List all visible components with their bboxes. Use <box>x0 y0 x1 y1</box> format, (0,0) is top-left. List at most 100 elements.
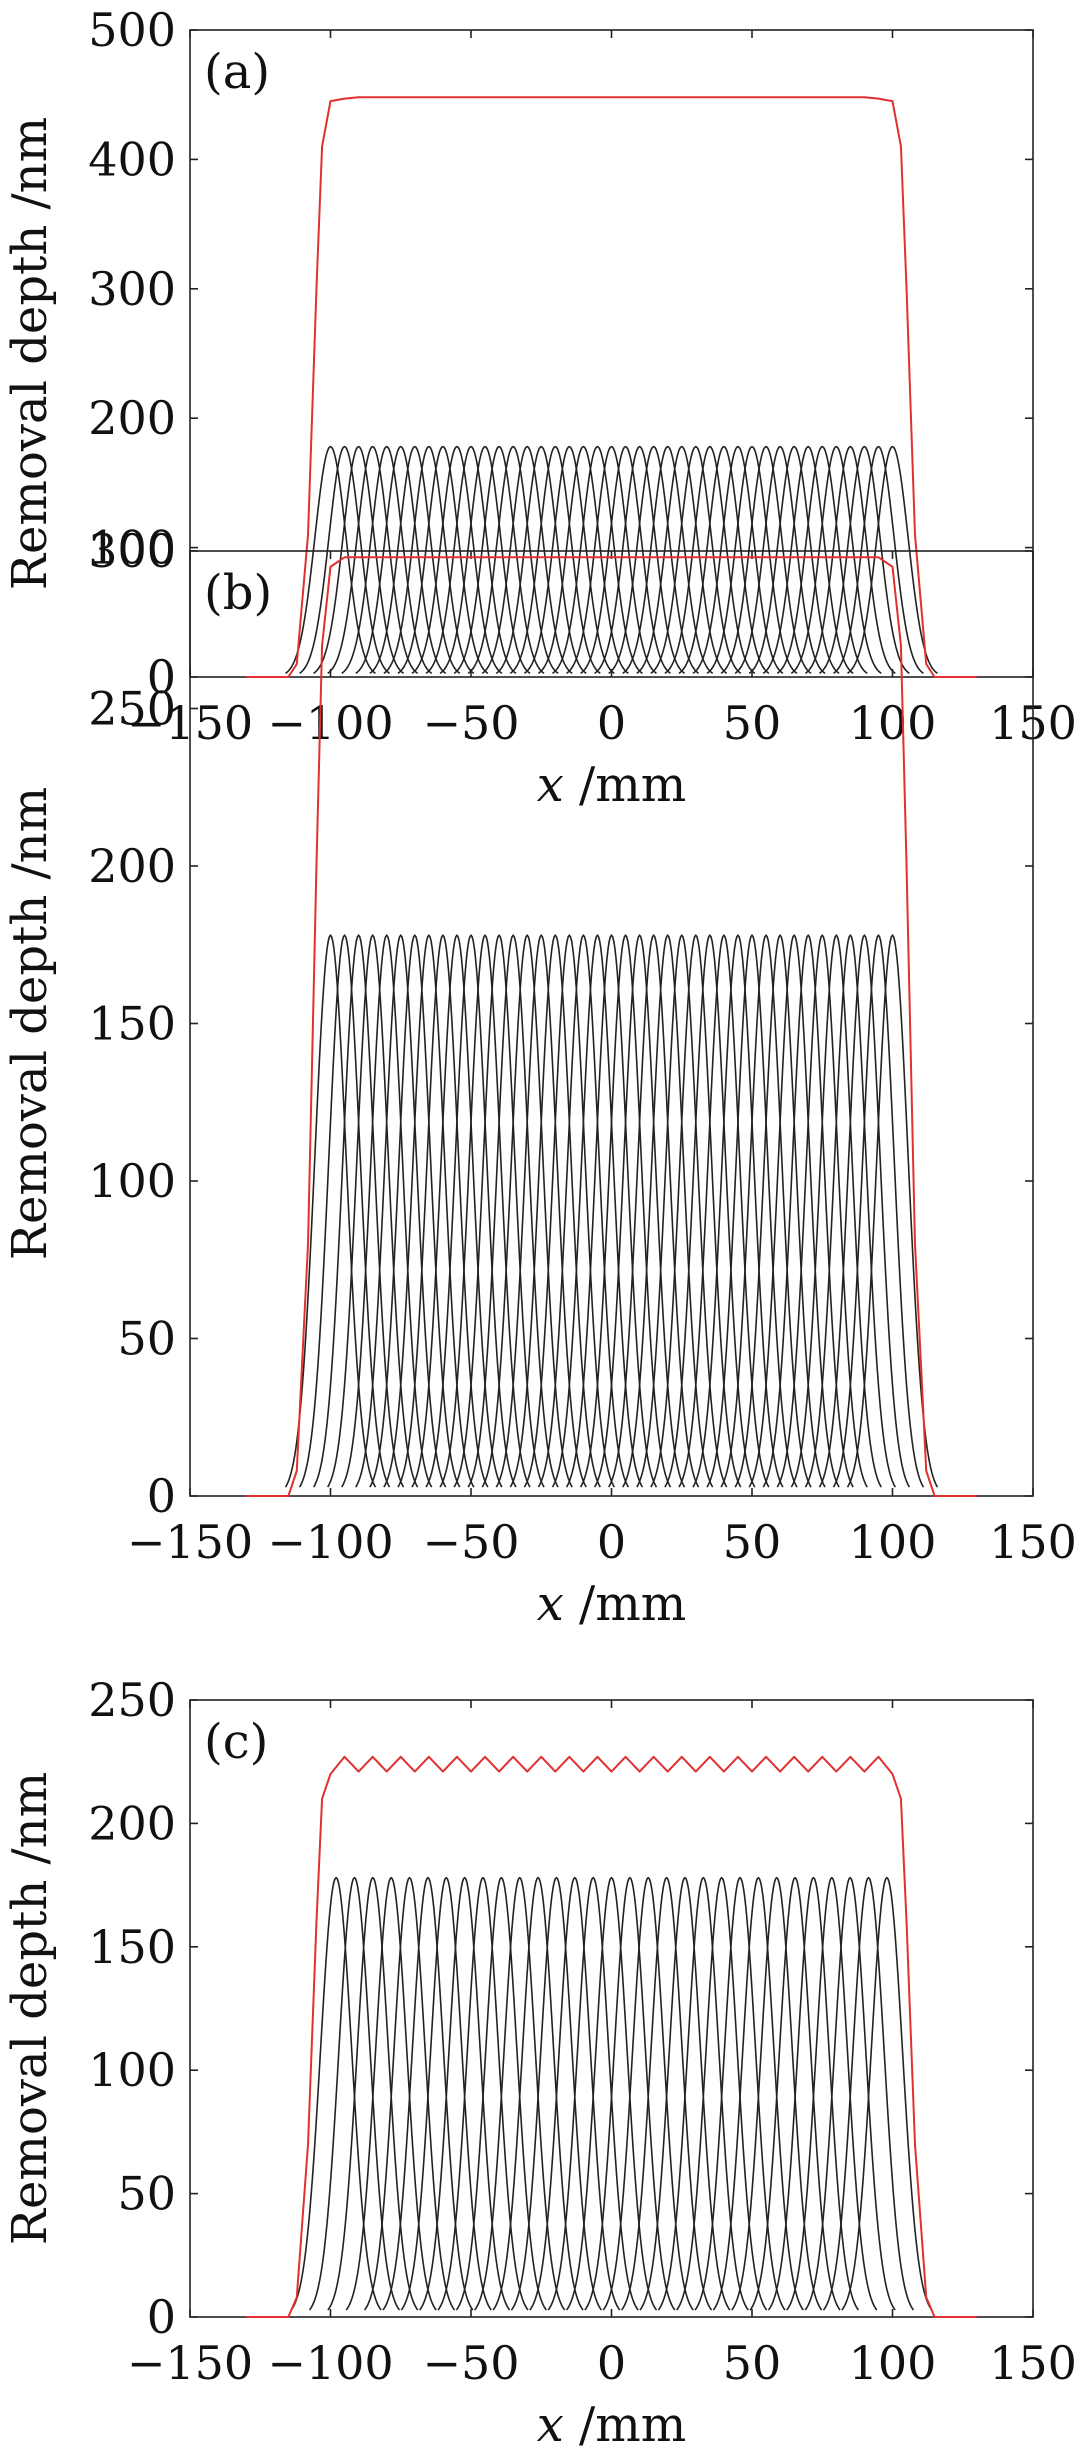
removal-function-b-17 <box>523 933 616 1488</box>
xtick-label-a-5: 100 <box>849 696 937 750</box>
removal-function-a-14 <box>481 445 573 675</box>
xaxis-label-a: x /mm <box>537 757 687 813</box>
removal-function-c-18 <box>620 1876 713 2311</box>
removal-function-b-13 <box>467 933 559 1488</box>
removal-function-c-27 <box>786 1876 878 2311</box>
removal-function-b-16 <box>509 933 601 1488</box>
removal-function-b-7 <box>383 933 475 1488</box>
removal-function-a-9 <box>411 445 503 675</box>
yaxis-label-c: Removal depth /nm <box>2 1772 58 2245</box>
removal-function-a-5 <box>355 445 447 675</box>
removal-function-b-34 <box>762 933 854 1488</box>
xtick-label-c-5: 100 <box>849 2336 937 2390</box>
removal-function-b-9 <box>411 933 503 1488</box>
removal-function-b-31 <box>720 933 812 1488</box>
xtick-label-c-3: 0 <box>597 2336 626 2390</box>
removal-function-c-23 <box>712 1876 804 2311</box>
ytick-label-b-4: 200 <box>88 839 176 893</box>
xtick-label-a-3: 0 <box>597 696 626 750</box>
removal-function-c-28 <box>804 1876 896 2311</box>
removal-function-b-3 <box>326 933 419 1488</box>
plot-frame-a <box>189 29 1034 678</box>
xtick-label-c-0: −150 <box>127 2336 253 2390</box>
removal-function-b-37 <box>804 933 897 1488</box>
xtick-label-b-4: 50 <box>723 1515 782 1569</box>
xaxis-label-c: x /mm <box>537 2397 687 2453</box>
removal-function-a-26 <box>650 445 742 675</box>
removal-function-a-23 <box>608 445 700 675</box>
removal-function-b-6 <box>369 933 461 1488</box>
removal-function-c-21 <box>676 1876 768 2311</box>
removal-function-c-7 <box>419 1876 511 2311</box>
panel-label-c: (c) <box>204 1714 268 1770</box>
removal-function-c-19 <box>639 1876 731 2311</box>
xtick-label-b-6: 150 <box>989 1515 1077 1569</box>
removal-function-b-33 <box>748 933 840 1488</box>
removal-function-b-15 <box>495 933 587 1488</box>
xtick-label-b-1: −100 <box>267 1515 393 1569</box>
total-removal-line-b <box>246 556 977 1497</box>
removal-function-c-25 <box>749 1876 841 2311</box>
removal-function-c-14 <box>547 1876 639 2311</box>
removal-function-c-29 <box>822 1876 915 2311</box>
removal-function-a-11 <box>439 445 531 675</box>
xtick-label-b-2: −50 <box>422 1515 519 1569</box>
removal-function-a-0 <box>285 445 376 675</box>
ytick-label-a-3: 300 <box>88 262 176 316</box>
removal-function-a-24 <box>622 445 714 675</box>
xtick-label-b-0: −150 <box>127 1515 253 1569</box>
removal-function-b-11 <box>439 933 531 1488</box>
ytick-label-a-4: 400 <box>88 132 176 186</box>
removal-function-a-7 <box>383 445 475 675</box>
xtick-label-a-4: 50 <box>723 696 782 750</box>
removal-function-a-12 <box>453 445 545 675</box>
removal-function-a-10 <box>425 445 517 675</box>
xtick-label-b-3: 0 <box>597 1515 626 1569</box>
removal-function-b-10 <box>425 933 517 1488</box>
removal-function-a-35 <box>776 445 868 675</box>
removal-function-a-32 <box>734 445 826 675</box>
removal-function-b-19 <box>551 933 644 1488</box>
removal-function-c-15 <box>565 1876 658 2311</box>
removal-function-a-4 <box>341 445 433 675</box>
xtick-label-b-5: 100 <box>849 1515 937 1569</box>
removal-function-b-27 <box>664 933 756 1488</box>
removal-function-a-19 <box>552 445 643 675</box>
removal-function-c-0 <box>290 1876 382 2311</box>
xtick-label-c-6: 150 <box>989 2336 1077 2390</box>
ytick-label-c-5: 250 <box>88 1673 176 1727</box>
removal-function-c-12 <box>510 1876 603 2311</box>
removal-function-a-33 <box>748 445 840 675</box>
removal-function-a-16 <box>509 445 601 675</box>
ytick-label-c-4: 200 <box>88 1796 176 1850</box>
removal-function-b-26 <box>650 933 742 1488</box>
xtick-label-a-1: −100 <box>267 696 393 750</box>
removal-function-b-30 <box>706 933 798 1488</box>
plot-frame-b <box>189 550 1034 1497</box>
removal-function-b-5 <box>355 933 447 1488</box>
removal-function-a-29 <box>692 445 784 675</box>
removal-function-b-22 <box>593 933 686 1488</box>
removal-function-c-13 <box>529 1876 621 2311</box>
panel-label-a: (a) <box>204 44 270 100</box>
removal-function-c-11 <box>492 1876 584 2311</box>
removal-function-c-26 <box>767 1876 860 2311</box>
removal-function-c-10 <box>474 1876 566 2311</box>
ytick-label-b-0: 0 <box>147 1469 176 1523</box>
removal-function-b-23 <box>607 933 700 1488</box>
removal-function-b-32 <box>734 933 826 1488</box>
removal-function-a-34 <box>762 445 854 675</box>
removal-function-a-38 <box>818 445 910 675</box>
ytick-label-a-5: 500 <box>88 3 176 57</box>
ytick-label-a-2: 200 <box>88 391 176 445</box>
xtick-label-c-1: −100 <box>267 2336 393 2390</box>
xtick-label-c-2: −50 <box>422 2336 519 2390</box>
yaxis-label-b: Removal depth /nm <box>2 787 58 1260</box>
removal-function-b-29 <box>692 933 784 1488</box>
ytick-label-a-1: 100 <box>88 521 176 575</box>
removal-function-c-3 <box>345 1876 437 2311</box>
removal-function-c-1 <box>308 1876 401 2311</box>
removal-function-a-8 <box>397 445 489 675</box>
removal-function-c-17 <box>602 1876 694 2311</box>
